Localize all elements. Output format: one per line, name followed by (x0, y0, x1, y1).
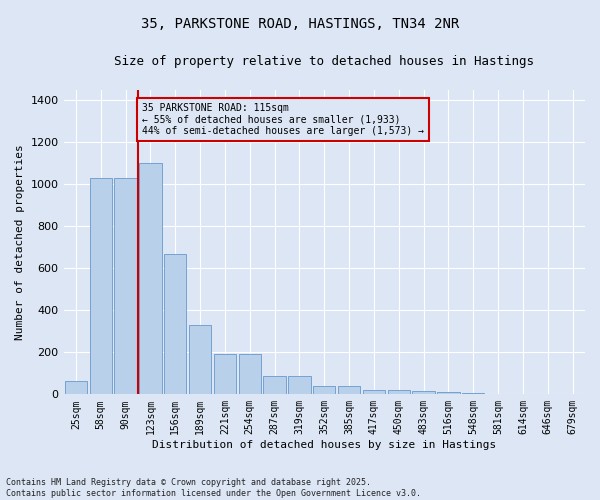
Text: 35 PARKSTONE ROAD: 115sqm
← 55% of detached houses are smaller (1,933)
44% of se: 35 PARKSTONE ROAD: 115sqm ← 55% of detac… (142, 102, 424, 136)
Bar (288, 376, 311, 394)
Bar (65, 380, 87, 394)
Bar (363, 390, 385, 394)
Bar (139, 164, 161, 394)
Title: Size of property relative to detached houses in Hastings: Size of property relative to detached ho… (114, 55, 534, 68)
Bar (263, 376, 286, 394)
Bar (338, 386, 360, 394)
Bar (239, 354, 261, 395)
Text: 35, PARKSTONE ROAD, HASTINGS, TN34 2NR: 35, PARKSTONE ROAD, HASTINGS, TN34 2NR (141, 18, 459, 32)
Bar (313, 386, 335, 394)
Bar (115, 178, 137, 394)
Bar (437, 392, 460, 394)
Bar (412, 391, 435, 394)
Bar (214, 354, 236, 395)
Bar (89, 178, 112, 394)
Bar (189, 325, 211, 394)
X-axis label: Distribution of detached houses by size in Hastings: Distribution of detached houses by size … (152, 440, 496, 450)
Bar (388, 390, 410, 394)
Y-axis label: Number of detached properties: Number of detached properties (15, 144, 25, 340)
Bar (462, 392, 484, 394)
Text: Contains HM Land Registry data © Crown copyright and database right 2025.
Contai: Contains HM Land Registry data © Crown c… (6, 478, 421, 498)
Bar (164, 254, 187, 394)
